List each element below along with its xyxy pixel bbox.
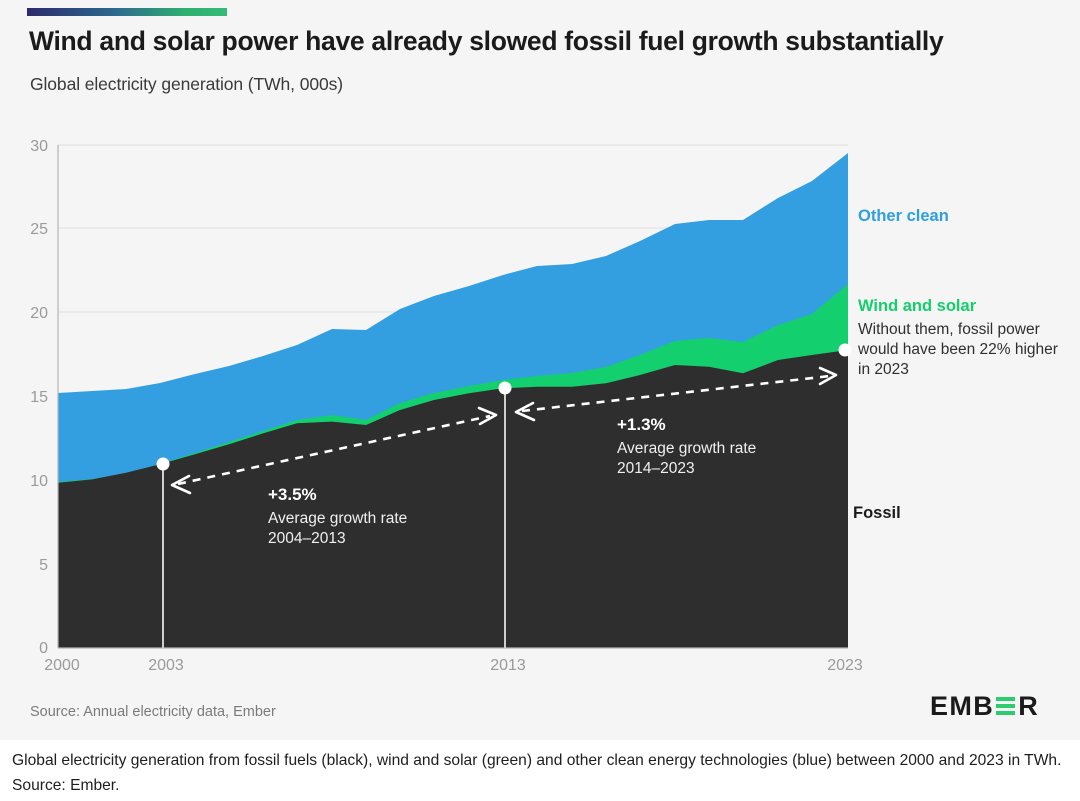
source-text: Source: Annual electricity data, Ember — [30, 704, 276, 720]
area-chart-svg: 30 25 20 15 10 5 0 — [30, 138, 863, 670]
figure-caption: Global electricity generation from fossi… — [12, 752, 1062, 794]
ember-logo: EMB R — [930, 691, 1039, 721]
svg-text:0: 0 — [39, 640, 48, 657]
axis-lines — [57, 145, 848, 649]
stacked-areas — [58, 153, 848, 648]
annotation-1-rate: +3.5% — [268, 485, 317, 504]
svg-text:2013: 2013 — [490, 657, 526, 670]
annotation-2-line2: 2014–2023 — [617, 459, 695, 477]
marker-2023 — [838, 343, 852, 357]
ember-logo-text-1: EMB — [930, 690, 995, 721]
x-axis-ticks: 2000 2003 2013 2023 — [44, 657, 863, 670]
chart-subtitle: Global electricity generation (TWh, 000s… — [30, 74, 343, 94]
svg-text:20: 20 — [30, 305, 48, 322]
annotation-2-line1: Average growth rate — [617, 440, 757, 457]
svg-text:10: 10 — [30, 473, 48, 490]
chart-title: Wind and solar power have already slowed… — [29, 26, 944, 56]
svg-text:2003: 2003 — [148, 657, 184, 670]
marker-2003 — [156, 457, 170, 648]
svg-text:5: 5 — [39, 557, 48, 574]
y-axis-ticks: 30 25 20 15 10 5 0 — [30, 138, 48, 657]
chart-plot-area: 30 25 20 15 10 5 0 — [0, 110, 1080, 670]
ember-e-bars-icon — [996, 696, 1016, 716]
area-fossil — [58, 350, 848, 648]
annotation-growth-2014-2023: +1.3% Average growth rate 2014–2023 — [617, 415, 756, 478]
growth-arrow-2014-2023 — [514, 366, 838, 422]
annotation-growth-2004-2013: +3.5% Average growth rate 2004–2013 — [268, 485, 407, 548]
growth-arrow-2004-2013 — [170, 406, 498, 495]
brand-accent-bar — [27, 8, 227, 16]
svg-text:2000: 2000 — [44, 657, 80, 670]
legend-label-fossil: Fossil — [853, 504, 901, 522]
legend-label-other-clean: Other clean — [858, 207, 949, 225]
svg-text:30: 30 — [30, 138, 48, 155]
svg-text:2023: 2023 — [827, 657, 863, 670]
annotation-2-rate: +1.3% — [617, 415, 666, 434]
svg-text:15: 15 — [30, 389, 48, 406]
legend-label-wind-and-solar: Wind and solar — [858, 297, 977, 315]
annotation-1-line1: Average growth rate — [268, 510, 408, 527]
chart-card: Wind and solar power have already slowed… — [0, 8, 1080, 721]
marker-2013 — [498, 381, 512, 648]
ember-logo-text-2: R — [1018, 690, 1040, 721]
annotation-1-line2: 2004–2013 — [268, 529, 346, 547]
svg-text:25: 25 — [30, 221, 48, 238]
legend-note-wind-and-solar: Without them, fossil power would have be… — [858, 321, 1058, 378]
